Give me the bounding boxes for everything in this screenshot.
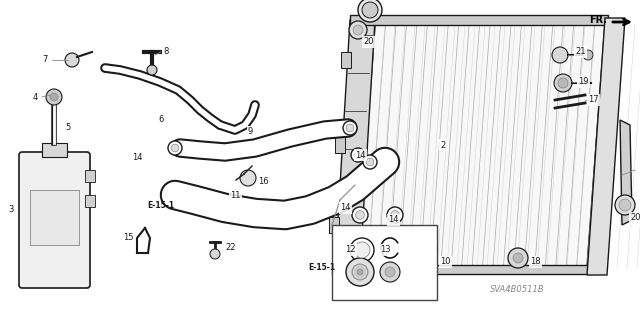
Circle shape: [362, 2, 378, 18]
Text: 16: 16: [258, 177, 269, 187]
Circle shape: [508, 248, 528, 268]
Polygon shape: [341, 52, 351, 68]
Text: 18: 18: [530, 257, 541, 266]
Text: 6: 6: [158, 115, 163, 124]
Circle shape: [210, 249, 220, 259]
Circle shape: [390, 211, 399, 219]
Text: E-15-1: E-15-1: [308, 263, 335, 271]
Text: 14: 14: [340, 204, 351, 212]
Polygon shape: [350, 15, 608, 25]
Text: 20: 20: [363, 38, 374, 47]
Circle shape: [343, 121, 357, 135]
Circle shape: [350, 238, 374, 262]
Circle shape: [387, 207, 403, 223]
Bar: [30, 190, 79, 245]
Polygon shape: [335, 20, 375, 268]
Text: 17: 17: [588, 95, 598, 105]
Text: E-15-1: E-15-1: [147, 201, 174, 210]
Circle shape: [554, 74, 572, 92]
Text: 2: 2: [440, 140, 445, 150]
Circle shape: [513, 253, 523, 263]
Text: 4: 4: [33, 93, 38, 101]
Circle shape: [168, 141, 182, 155]
Circle shape: [346, 124, 354, 132]
Text: 22: 22: [225, 243, 236, 253]
Circle shape: [354, 151, 362, 159]
Bar: [85, 170, 95, 182]
Circle shape: [50, 93, 58, 101]
Text: 11: 11: [230, 190, 241, 199]
Text: 5: 5: [65, 123, 70, 132]
Text: 8: 8: [163, 48, 168, 56]
Text: 21: 21: [575, 48, 586, 56]
Text: 14: 14: [132, 153, 143, 162]
Text: 9: 9: [248, 128, 253, 137]
Polygon shape: [335, 137, 345, 153]
Bar: [42, 143, 67, 157]
Circle shape: [583, 50, 593, 60]
Circle shape: [357, 269, 363, 275]
Text: 14: 14: [355, 151, 365, 160]
Circle shape: [558, 78, 568, 88]
Text: 10: 10: [440, 257, 451, 266]
Polygon shape: [332, 265, 590, 274]
Bar: [332, 225, 437, 300]
Polygon shape: [587, 18, 625, 275]
Text: 14: 14: [388, 216, 399, 225]
Circle shape: [349, 21, 367, 39]
Circle shape: [619, 199, 631, 211]
Text: FR.: FR.: [589, 15, 607, 25]
Circle shape: [366, 158, 374, 166]
Polygon shape: [620, 120, 632, 225]
Circle shape: [385, 267, 395, 277]
Circle shape: [171, 144, 179, 152]
Circle shape: [240, 170, 256, 186]
Text: 13: 13: [380, 246, 390, 255]
Text: 3: 3: [8, 205, 13, 214]
Text: 1: 1: [638, 166, 640, 174]
Circle shape: [380, 262, 400, 282]
Circle shape: [615, 195, 635, 215]
Circle shape: [346, 258, 374, 286]
Circle shape: [552, 47, 568, 63]
Circle shape: [351, 148, 365, 162]
FancyBboxPatch shape: [19, 152, 90, 288]
Circle shape: [352, 264, 368, 280]
Text: 19: 19: [578, 78, 589, 86]
Circle shape: [147, 65, 157, 75]
Circle shape: [354, 242, 370, 258]
Circle shape: [46, 89, 62, 105]
Text: SVA4B0511B: SVA4B0511B: [490, 286, 545, 294]
Circle shape: [65, 53, 79, 67]
Polygon shape: [357, 25, 605, 268]
Circle shape: [363, 155, 377, 169]
Circle shape: [358, 0, 382, 22]
Bar: [85, 195, 95, 207]
Circle shape: [353, 25, 363, 35]
Polygon shape: [329, 217, 339, 233]
Text: 12: 12: [345, 246, 355, 255]
Text: 20: 20: [630, 213, 640, 222]
Circle shape: [352, 207, 368, 223]
Text: 15: 15: [123, 234, 134, 242]
Text: 7: 7: [43, 56, 48, 64]
Circle shape: [356, 211, 364, 219]
